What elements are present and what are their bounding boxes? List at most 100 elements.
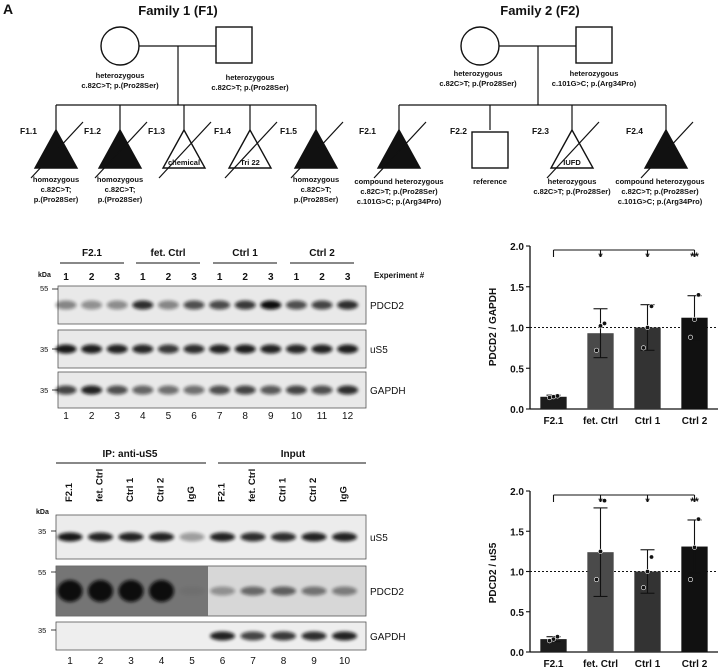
blot1-lane-number: 9 (268, 411, 274, 422)
blot1-band (106, 344, 128, 354)
chart2-y-tick-label: 1.5 (510, 527, 524, 538)
blot1-band (157, 385, 179, 395)
family1-child-note: homozygous (293, 175, 339, 184)
family2-father-symbol (575, 26, 613, 64)
blot1-experiment-number: 1 (217, 272, 223, 283)
blot1-lane-number: 8 (242, 411, 248, 422)
blot2-band (118, 532, 144, 542)
chart2-y-tick-label: 0.0 (510, 648, 524, 659)
family1-title: Family 1 (F1) (138, 3, 217, 18)
family2-child-protein-change: c.101G>C; p.(Arg34Pro) (357, 197, 442, 206)
family2-child-id: F2.2 (450, 126, 467, 136)
chart1-category-label: Ctrl 2 (682, 416, 708, 427)
blot2-band (240, 532, 266, 542)
blot2-lane-number: 1 (67, 656, 73, 667)
blot1-group-label: fet. Ctrl (151, 248, 186, 259)
blot1-band (81, 385, 103, 395)
chart1-category-label: F2.1 (543, 416, 563, 427)
blot1-protein-label-us5: uS5 (370, 345, 388, 356)
blot1-kda-label: kDa (38, 272, 51, 279)
chart1-data-point (546, 395, 552, 401)
blot2-band (301, 586, 327, 596)
family2-child-genotype: c.82C>T; p.(Pro28Ser) (621, 187, 699, 196)
chart2-ylabel: PDCD2 / uS5 (488, 542, 499, 603)
blot2-lane-number: 4 (159, 656, 165, 667)
chart1-ylabel: PDCD2 / GAPDH (488, 288, 499, 366)
blot2-band (88, 532, 113, 542)
blot1-experiment-number: 3 (114, 272, 120, 283)
family1-child-inner-label: Tri 22 (240, 158, 260, 167)
chart2-category-label: Ctrl 2 (682, 659, 708, 669)
blot1-experiment-number: 2 (319, 272, 325, 283)
family1-child-genotype: c.82C>T; (41, 185, 72, 194)
chart2-category-label: fet. Ctrl (583, 659, 618, 669)
chart1-bar-1 (540, 396, 567, 409)
chart1-y-tick-label: 2.0 (510, 242, 524, 253)
blot2-band (149, 532, 174, 542)
blot1-band (81, 344, 103, 354)
family2-child-3-symbol-slash (546, 121, 600, 179)
blot1-band (183, 385, 205, 395)
blot1-group-label: Ctrl 1 (232, 248, 258, 259)
family2-title: Family 2 (F2) (500, 3, 579, 18)
blot1-protein-label-gapdh: GAPDH (370, 386, 406, 397)
pedigree-family2: Family 2 (F2) heterozygous c.82C>T; p.(P… (354, 3, 704, 206)
blot2-band (179, 532, 205, 542)
blot2-band (210, 631, 235, 641)
chart2-data-point (691, 544, 697, 550)
blot2-lane-number: 5 (189, 656, 195, 667)
family2-child-4-symbol (643, 128, 689, 169)
blot2-band (271, 631, 296, 641)
blot2-ip-label: IP: anti-uS5 (102, 449, 157, 460)
blot1-band (260, 300, 282, 310)
blot1-lane-number: 2 (89, 411, 95, 422)
family1-child-3-symbol-slash (158, 121, 212, 179)
blot2-input-label: Input (281, 449, 306, 460)
blot2-lane-label: fet. Ctrl (95, 469, 106, 502)
blot2-lane-label: IgG (339, 486, 350, 502)
blot1-lane-number: 12 (342, 411, 354, 422)
blot1-band (311, 385, 333, 395)
family1-child-id: F1.2 (84, 126, 101, 136)
family2-child-note: compound heterozygous (354, 177, 443, 186)
blot2-band (179, 586, 205, 596)
blot2-protein-label-us5: uS5 (370, 533, 388, 544)
blot2-lane-number: 6 (220, 656, 226, 667)
blot1-experiment-label: Experiment # (374, 271, 425, 280)
chart1-data-point (648, 303, 654, 309)
blot2-band (271, 532, 296, 542)
blot1-lane-number: 7 (217, 411, 223, 422)
family2-child-2-symbol (471, 131, 509, 169)
chart2-data-point (644, 568, 650, 574)
blot1-lane-number: 11 (317, 411, 328, 422)
chart1-category-label: fet. Ctrl (583, 416, 618, 427)
blot1-lane-number: 1 (63, 411, 69, 422)
chart2-category-label: F2.1 (543, 659, 563, 669)
blot2-band (149, 580, 174, 602)
pedigree-family1: Family 1 (F1) heterozygous c.82C>T; p.(P… (20, 3, 344, 204)
chart2-data-point (597, 548, 603, 554)
family1-child-genotype: c.82C>T; (105, 185, 136, 194)
family1-child-5-symbol-slash (290, 121, 344, 179)
family2-father-genotype: c.101G>C; p.(Arg34Pro) (552, 79, 637, 88)
blot1-marker-label: 35 (40, 386, 48, 395)
family1-child-note: homozygous (33, 175, 79, 184)
family2-child-1-symbol (376, 128, 422, 169)
family1-child-id: F1.5 (280, 126, 297, 136)
blot2-marker-label: 35 (38, 626, 46, 635)
blot1-band (311, 344, 333, 354)
blot2-protein-label-pdcd2: PDCD2 (370, 587, 404, 598)
family1-child-inner-label: chemical (168, 158, 200, 167)
panel-letter: A (3, 1, 13, 17)
western-blot-2: IP: anti-uS5 Input kDa F2.1 fet. Ctrl Ctrl… (36, 449, 406, 667)
blot1-experiment-number: 3 (345, 272, 351, 283)
blot2-band (57, 532, 83, 542)
blot2-band (332, 532, 357, 542)
family1-child-3-symbol (161, 128, 207, 169)
blot1-band (337, 344, 359, 354)
blot1-experiment-number: 2 (89, 272, 95, 283)
chart1-y-tick-label: 0.5 (510, 364, 524, 375)
family2-father-note: heterozygous (570, 69, 619, 78)
